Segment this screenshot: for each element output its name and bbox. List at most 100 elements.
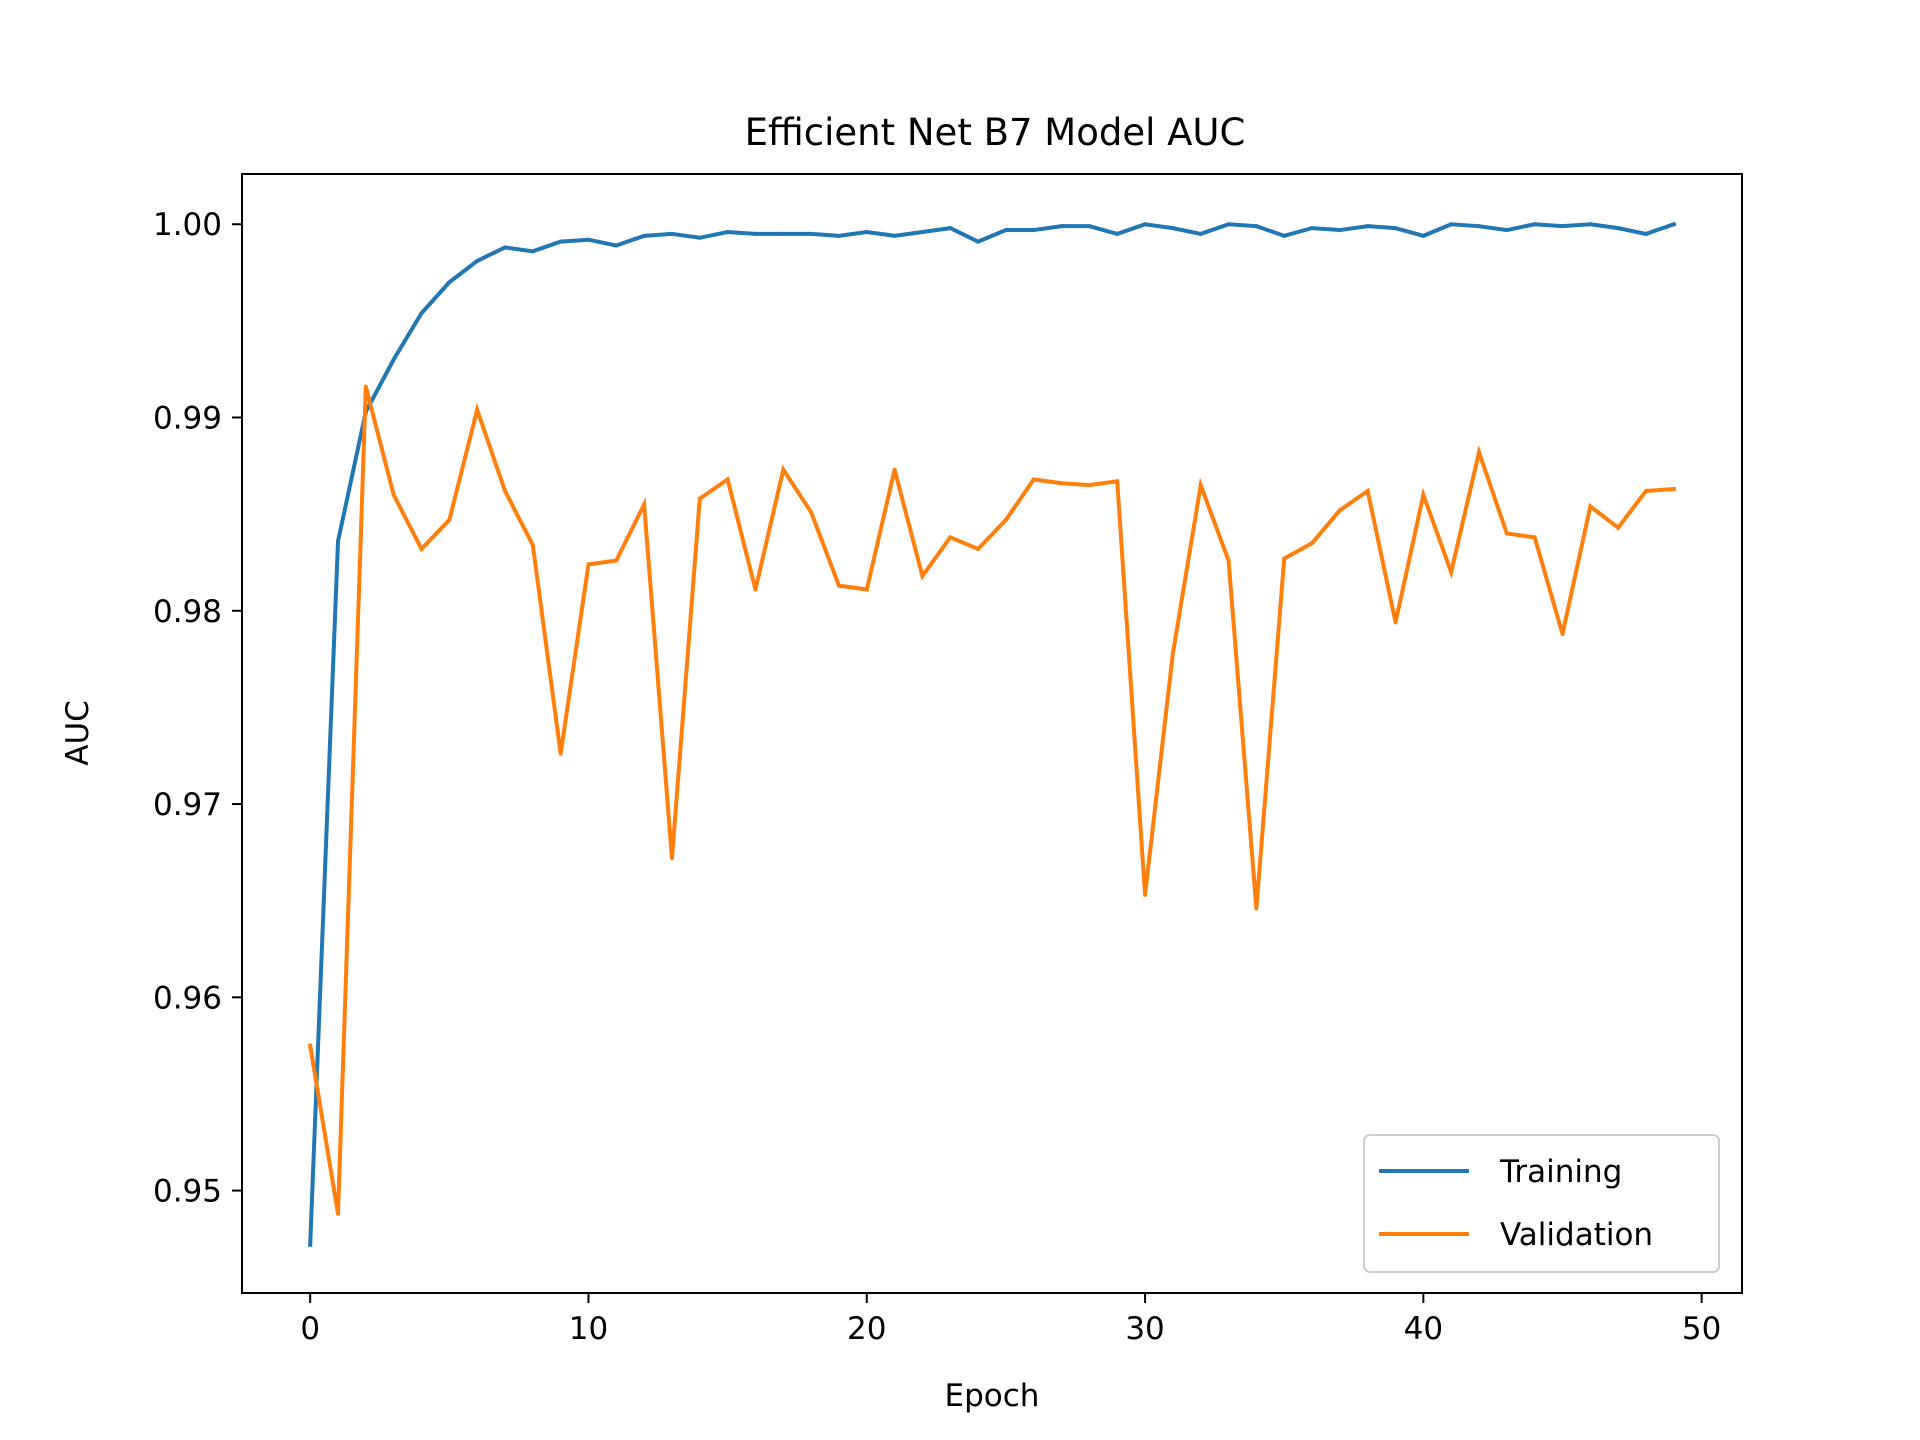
data-point-validation	[558, 751, 563, 756]
data-point-validation	[642, 502, 647, 507]
data-point-training	[586, 237, 591, 242]
data-point-training	[1337, 228, 1342, 233]
data-point-training	[1143, 222, 1148, 227]
data-point-validation	[781, 467, 786, 472]
data-point-validation	[502, 488, 507, 493]
legend-label-training: Training	[1499, 1154, 1622, 1190]
data-point-validation	[336, 1211, 341, 1216]
series-line-training	[308, 221, 1677, 1247]
data-point-training	[1059, 224, 1064, 229]
x-tick-label: 10	[569, 1311, 608, 1347]
data-point-validation	[1031, 477, 1036, 482]
data-point-validation	[1087, 483, 1092, 488]
data-point-training	[1198, 231, 1203, 236]
data-point-validation	[948, 535, 953, 540]
data-point-validation	[1671, 487, 1676, 492]
data-point-training	[447, 280, 452, 285]
data-point-validation	[836, 583, 841, 588]
data-point-validation	[1143, 892, 1148, 897]
data-point-validation	[1449, 570, 1454, 575]
data-point-training	[1560, 224, 1565, 229]
data-point-validation	[725, 477, 730, 482]
data-point-training	[1170, 226, 1175, 231]
data-point-validation	[1254, 906, 1259, 911]
data-point-training	[725, 229, 730, 234]
data-point-training	[1588, 222, 1593, 227]
data-point-validation	[1115, 479, 1120, 484]
data-point-training	[753, 231, 758, 236]
data-point-training	[864, 229, 869, 234]
data-point-training	[558, 239, 563, 244]
data-point-validation	[1588, 504, 1593, 509]
data-point-training	[1393, 226, 1398, 231]
data-point-training	[1087, 224, 1092, 229]
data-point-validation	[1532, 535, 1537, 540]
data-point-training	[336, 539, 341, 544]
data-point-validation	[669, 856, 674, 861]
x-tick-label: 20	[847, 1311, 886, 1347]
y-axis-ticks: 0.95 0.96 0.97 0.98 0.99 1.00	[153, 207, 242, 1210]
data-point-training	[308, 1242, 313, 1247]
chart-title: Efficient Net B7 Model AUC	[745, 111, 1246, 154]
y-tick-label: 0.98	[153, 594, 222, 630]
data-point-training	[1504, 228, 1509, 233]
x-axis-ticks: 0 10 20 30 40 50	[300, 1293, 1721, 1347]
data-point-validation	[1170, 651, 1175, 656]
data-point-validation	[1198, 483, 1203, 488]
data-point-training	[1449, 222, 1454, 227]
data-point-training	[1616, 226, 1621, 231]
axes	[241, 173, 1743, 1294]
data-point-validation	[864, 587, 869, 592]
legend: Training Validation	[1363, 1134, 1720, 1273]
data-point-training	[475, 258, 480, 263]
y-tick-label: 0.95	[153, 1174, 222, 1210]
data-point-validation	[1477, 450, 1482, 455]
data-point-training	[1532, 222, 1537, 227]
x-tick-label: 30	[1125, 1311, 1164, 1347]
data-point-validation	[586, 562, 591, 567]
data-point-training	[642, 233, 647, 238]
data-point-training	[920, 229, 925, 234]
data-point-validation	[1282, 556, 1287, 561]
data-point-validation	[1393, 620, 1398, 625]
data-point-validation	[1226, 558, 1231, 563]
data-point-validation	[1337, 508, 1342, 513]
data-point-training	[1282, 233, 1287, 238]
data-point-validation	[391, 492, 396, 497]
data-point-training	[1226, 222, 1231, 227]
data-point-validation	[753, 587, 758, 592]
data-point-training	[1477, 224, 1482, 229]
data-point-training	[1003, 228, 1008, 233]
data-point-validation	[809, 510, 814, 515]
data-point-validation	[447, 517, 452, 522]
data-point-training	[391, 357, 396, 362]
y-axis-label: AUC	[60, 700, 96, 766]
data-point-training	[1643, 231, 1648, 236]
data-point-validation	[1003, 517, 1008, 522]
data-point-training	[976, 239, 981, 244]
data-point-training	[809, 231, 814, 236]
data-point-validation	[1504, 531, 1509, 536]
data-point-validation	[697, 496, 702, 501]
x-axis-label: Epoch	[945, 1378, 1040, 1414]
axes-frame	[241, 173, 1743, 1294]
data-point-validation	[1310, 541, 1315, 546]
y-tick-label: 0.97	[153, 787, 222, 823]
data-point-training	[530, 249, 535, 254]
data-point-validation	[475, 407, 480, 412]
x-tick-label: 0	[300, 1311, 320, 1347]
data-point-training	[419, 311, 424, 316]
series-line-validation	[307, 386, 1676, 1215]
data-point-training	[836, 233, 841, 238]
y-tick-label: 1.00	[153, 207, 222, 243]
data-point-validation	[1643, 488, 1648, 493]
data-point-training	[697, 235, 702, 240]
data-point-validation	[308, 1043, 313, 1048]
data-point-validation	[1616, 525, 1621, 530]
data-point-training	[948, 226, 953, 231]
data-point-training	[614, 243, 619, 248]
data-point-validation	[1059, 481, 1064, 486]
data-point-training	[1031, 228, 1036, 233]
y-tick-label: 0.96	[153, 980, 222, 1016]
